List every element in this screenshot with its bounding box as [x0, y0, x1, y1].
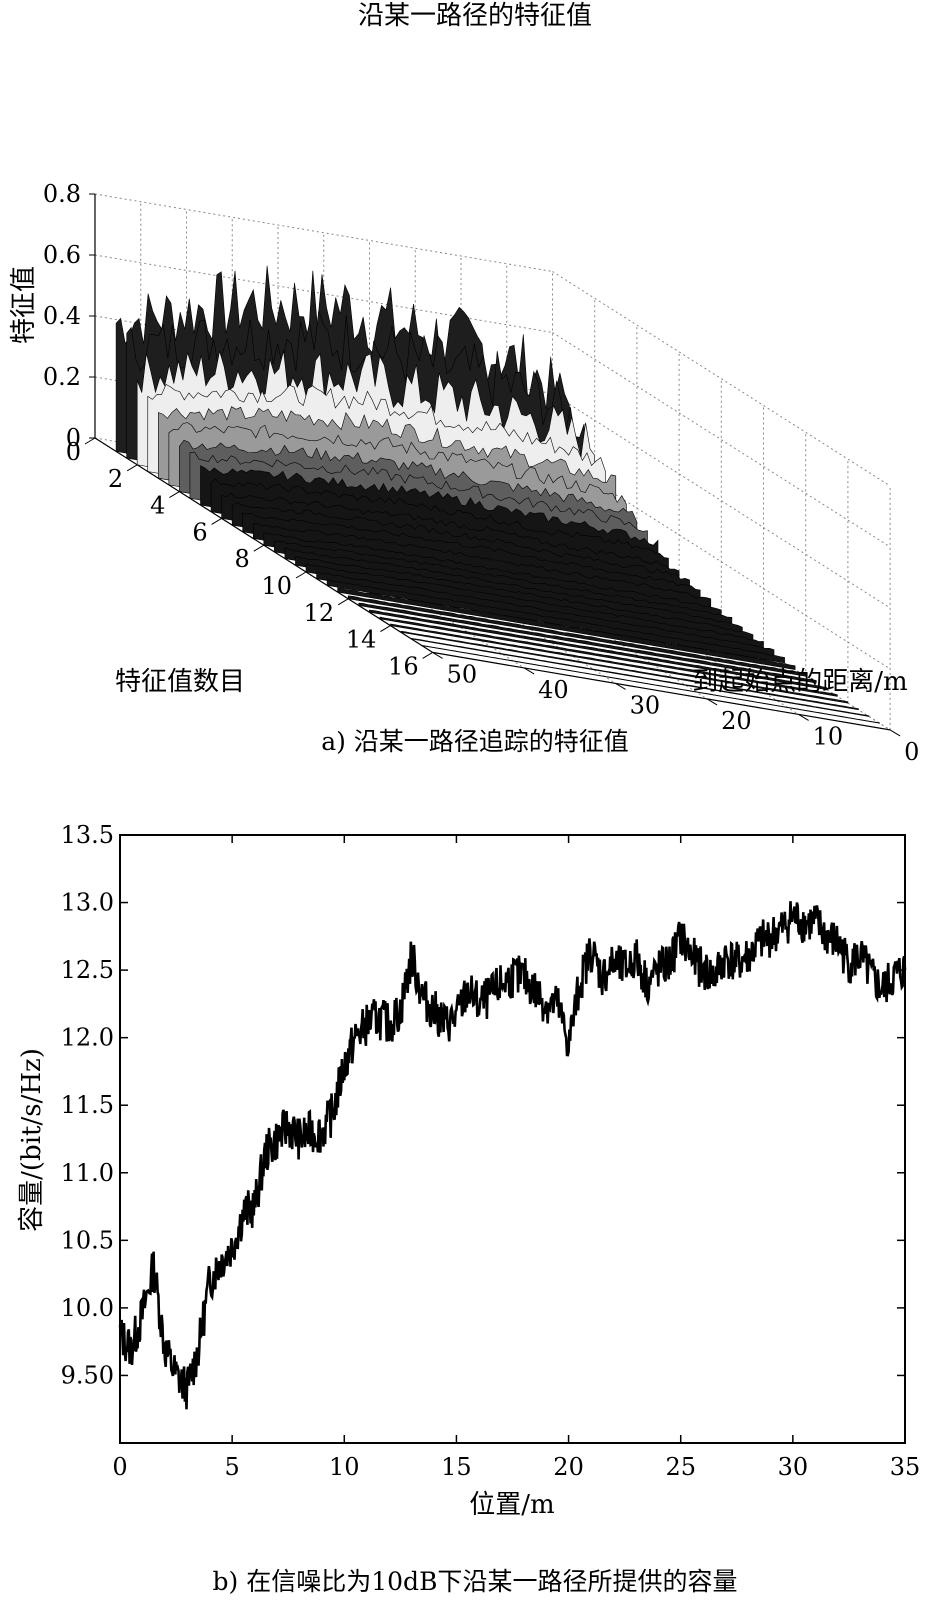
z-tick-label: 0.8	[43, 180, 81, 208]
y-tick	[211, 517, 222, 525]
surface-ribbon	[400, 630, 859, 711]
y-tick-label: 8	[235, 545, 250, 573]
surface-xlabel: 到起始点的距离/m	[692, 667, 907, 697]
y-tick-label: 12	[304, 599, 335, 627]
y-tick	[126, 464, 138, 472]
x-tick-label: 30	[630, 691, 661, 719]
side-wall-gridline	[552, 332, 891, 548]
surface-ribbon	[358, 602, 817, 684]
back-wall-gridline	[94, 254, 553, 333]
y-tick	[422, 651, 433, 659]
x-tick-label: 20	[553, 1453, 584, 1481]
y-tick-label: 12.5	[61, 956, 114, 984]
x-tick-label: 40	[538, 676, 569, 704]
y-tick-label: 10	[261, 572, 292, 600]
y-tick-label: 11.5	[61, 1091, 114, 1119]
x-tick-label: 30	[778, 1453, 809, 1481]
capacity-chart: 0 5 10 15 20 25 30 35 9.50 10.0 10.5 11.0 11.5 12.0 12…	[17, 821, 920, 1596]
side-wall-gridline	[552, 393, 891, 609]
x-tick-label: 0	[904, 738, 919, 766]
y-tick-label: 13.0	[61, 889, 114, 917]
y-tick	[295, 571, 307, 579]
y-tick	[169, 491, 180, 499]
surface-title: 沿某一路径的特征值	[358, 1, 592, 31]
surface-ribbon	[390, 623, 849, 704]
y-tick	[337, 598, 349, 606]
z-tick-label: 0.6	[43, 241, 81, 269]
y-tick-label: 2	[108, 465, 123, 493]
side-wall-gridline	[552, 271, 891, 487]
surface-chart: 沿某一路径的特征值 00.20.40.60.802468101214160102…	[9, 1, 919, 766]
surface-ribbon	[337, 587, 796, 670]
y-tick-label: 4	[150, 492, 165, 520]
capacity-ticks: 0 5 10 15 20 25 30 35 9.50 10.0 10.5 11.0 11.5 12.0 12…	[61, 821, 921, 1481]
surface-zlabel: 特征值	[9, 266, 39, 344]
surface-mesh	[115, 265, 891, 731]
y-tick-label: 9.50	[61, 1361, 114, 1389]
x-tick-label: 0	[112, 1453, 127, 1481]
surface-caption: a) 沿某一路径追踪的特征值	[321, 727, 629, 756]
x-tick-label: 10	[813, 722, 844, 750]
capacity-caption: b) 在信噪比为10dB下沿某一路径所提供的容量	[213, 1567, 738, 1596]
y-tick-label: 0	[66, 438, 81, 466]
surface-ribbon	[316, 571, 775, 657]
x-tick	[889, 729, 901, 737]
x-tick-label: 5	[225, 1453, 240, 1481]
x-tick	[798, 713, 809, 721]
x-tick-label: 20	[721, 707, 752, 735]
surface-ribbon	[347, 595, 806, 677]
y-tick	[253, 544, 265, 552]
capacity-xlabel: 位置/m	[469, 1490, 554, 1520]
x-tick-label: 35	[890, 1453, 921, 1481]
surface-ylabel: 特征值数目	[115, 667, 245, 697]
x-axis-line	[432, 651, 891, 731]
y-tick	[84, 437, 96, 445]
x-tick-label: 15	[441, 1453, 472, 1481]
z-tick-label: 0.4	[43, 302, 81, 330]
capacity-ylabel: 容量/(bit/s/Hz)	[17, 1048, 47, 1232]
x-tick	[523, 667, 535, 675]
back-wall-gridline	[94, 193, 553, 272]
x-tick	[432, 651, 443, 659]
y-tick	[380, 625, 391, 633]
x-tick-label: 10	[329, 1453, 360, 1481]
y-tick-label: 14	[346, 626, 377, 654]
surface-ribbon	[421, 644, 880, 724]
y-tick-label: 10.5	[61, 1226, 114, 1254]
x-tick-label: 50	[447, 660, 478, 688]
x-tick-label: 25	[665, 1453, 696, 1481]
x-tick	[706, 698, 718, 706]
capacity-series-line	[118, 901, 907, 1410]
x-tick	[615, 682, 626, 690]
y-tick-label: 11.0	[61, 1159, 114, 1187]
surface-ribbon	[411, 637, 870, 717]
surface-ribbon	[379, 616, 838, 697]
z-tick-label: 0.2	[43, 363, 81, 391]
y-tick-label: 6	[192, 518, 207, 546]
surface-ribbon	[369, 609, 828, 691]
y-tick-label: 16	[388, 652, 419, 680]
surface-ribbon	[326, 579, 785, 664]
y-tick-label: 13.5	[61, 821, 114, 849]
z-tick-label: 0	[66, 424, 81, 452]
y-tick-label: 12.0	[61, 1024, 114, 1052]
plot-frame	[119, 834, 906, 1444]
y-tick-label: 10.0	[61, 1294, 114, 1322]
